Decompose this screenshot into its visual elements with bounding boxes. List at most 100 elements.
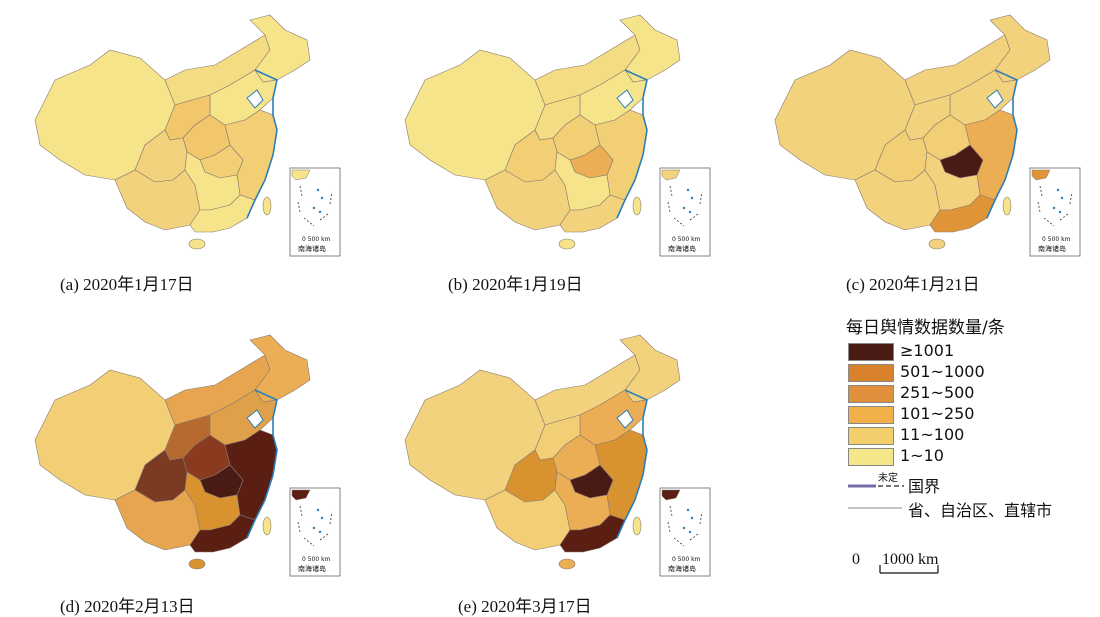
scale-bar: 0 1000 km [852,551,1052,581]
inset-island [1058,210,1062,214]
map-panel-c: 0 500 km 南海诸岛 (c) 2020年1月21日 [740,0,1100,300]
legend-item-4: 101~250 [846,404,1086,424]
legend-item-6: 1~10 [846,446,1086,466]
taiwan-island [1002,196,1012,216]
legend-label: 11~100 [900,425,965,444]
province-region-northeast [989,14,1051,83]
scale-zero: 0 [852,551,860,568]
inset-title: 南海诸岛 [668,564,696,573]
bohai-bay [616,409,634,429]
nine-dash-line [667,185,703,227]
inset-island [318,210,322,214]
inset-mainland [291,169,311,181]
scale-bar-line [879,565,939,574]
nine-dash-line [1037,185,1073,227]
map-panel-a: 0 500 km 南海诸岛 (a) 2020年1月17日 [0,0,370,300]
provincial-border-label: 省、自治区、直辖市 [908,501,1053,520]
legend-item-3: 251~500 [846,383,1086,403]
inset-scale-label: 0 500 km [1042,236,1071,243]
scale-label: 1000 km [882,551,939,568]
legend: 每日舆情数据数量/条 ≥1001 501~1000 251~500 101~25… [846,313,1096,583]
coastline [246,389,278,539]
province-region-northeast [619,14,681,83]
inset-island [316,188,320,192]
legend-swatch [848,385,894,403]
taiwan-island [262,196,272,216]
legend-provincial-border: 省、自治区、直辖市 [846,495,1100,520]
hainan-island [558,238,576,250]
inset-island [686,188,690,192]
hainan-island [188,238,206,250]
inset-mainland [1031,169,1051,181]
inset-title: 南海诸岛 [298,564,326,573]
inset-island [312,526,316,530]
legend-label: 1~10 [900,446,944,465]
inset-scale-label: 0 500 km [672,556,701,563]
coastline [986,69,1018,219]
hainan-island [928,238,946,250]
legend-item-5: 11~100 [846,425,1086,445]
legend-item-2: 501~1000 [846,362,1086,382]
inset-island [320,516,324,520]
inset-mainland [661,169,681,181]
inset-island [318,530,322,534]
coastline [616,69,648,219]
bohai-bay [246,409,264,429]
nine-dash-line [297,185,333,227]
provincial-border-symbol [848,507,902,509]
legend-label: 251~500 [900,383,975,402]
inset-island [686,508,690,512]
legend-item-1: ≥1001 [846,341,1086,361]
panel-caption-c: (c) 2020年1月21日 [846,275,980,294]
bohai-bay [246,89,264,109]
province-region-northeast [249,14,311,83]
inset-frame [659,487,711,577]
inset-island [690,516,694,520]
coastline [616,389,648,539]
inset-island [1052,206,1056,210]
inset-title: 南海诸岛 [1038,244,1066,253]
province-region-northeast [249,334,311,403]
map-panel-d: 0 500 km 南海诸岛 (d) 2020年2月13日 [0,320,370,616]
inset-island [688,530,692,534]
undetermined-label: 未定 [878,473,898,484]
inset-island [320,196,324,200]
inset-frame [659,167,711,257]
inset-island [312,206,316,210]
inset-island [688,210,692,214]
legend-label: 501~1000 [900,362,985,381]
inset-title: 南海诸岛 [668,244,696,253]
inset-island [1056,188,1060,192]
inset-scale-label: 0 500 km [302,556,331,563]
inset-title: 南海诸岛 [298,244,326,253]
hainan-island [188,558,206,570]
panel-caption-d: (d) 2020年2月13日 [60,597,195,616]
inset-scale-label: 0 500 km [302,236,331,243]
province-region-northeast [619,334,681,403]
taiwan-island [262,516,272,536]
legend-national-border: 未定 国界 [846,469,1100,496]
nine-dash-line [667,505,703,547]
hainan-island [558,558,576,570]
legend-swatch [848,427,894,445]
legend-swatch [848,364,894,382]
panel-caption-e: (e) 2020年3月17日 [458,597,592,616]
inset-frame [289,167,341,257]
legend-swatch [848,343,894,361]
legend-label: 101~250 [900,404,975,423]
taiwan-island [632,516,642,536]
inset-island [690,196,694,200]
inset-mainland [291,489,311,501]
panel-caption-a: (a) 2020年1月17日 [60,275,194,294]
taiwan-island [632,196,642,216]
panel-caption-b: (b) 2020年1月19日 [448,275,583,294]
legend-swatch [848,448,894,466]
map-panel-e: 0 500 km 南海诸岛 (e) 2020年3月17日 [370,320,740,616]
bohai-bay [986,89,1004,109]
